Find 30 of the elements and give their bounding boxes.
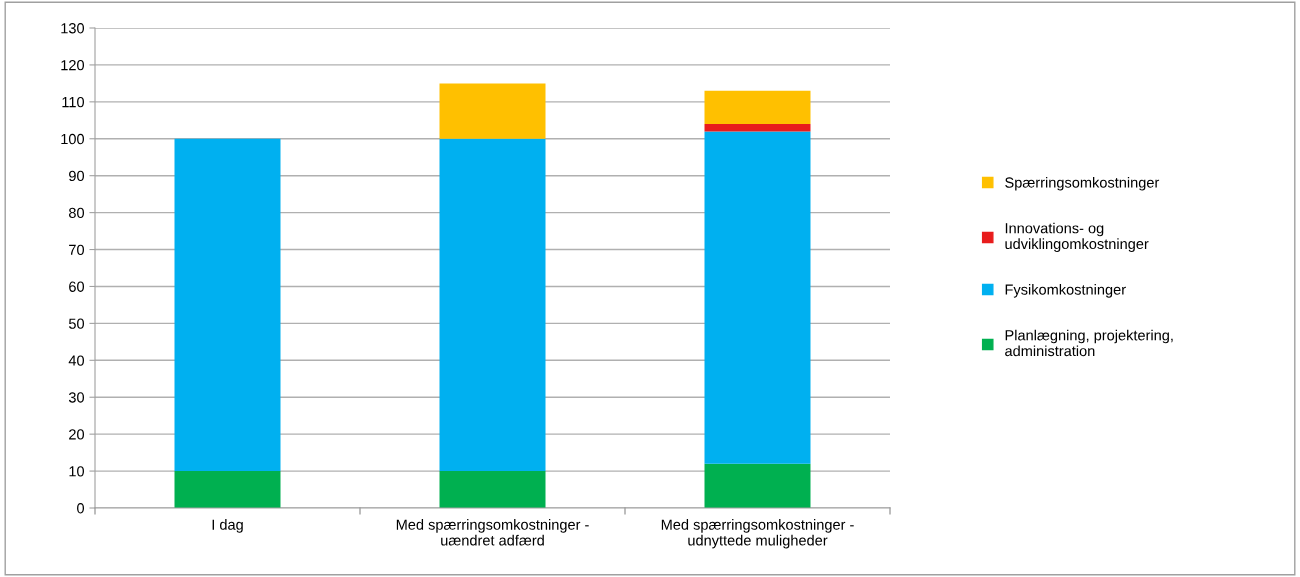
y-tick-label: 120 bbox=[61, 60, 85, 71]
y-tick-label: 100 bbox=[61, 133, 85, 145]
bar bbox=[704, 124, 811, 132]
y-tick-label: 50 bbox=[68, 318, 85, 329]
bar bbox=[704, 131, 811, 464]
y-tick-label: 130 bbox=[61, 23, 85, 34]
legend-label: Spærringsomkostninger bbox=[1005, 176, 1160, 191]
bar bbox=[439, 138, 546, 472]
y-tick-label: 40 bbox=[68, 355, 85, 366]
x-tick-label: I dag bbox=[212, 519, 243, 533]
bar bbox=[439, 83, 546, 139]
bar bbox=[174, 138, 281, 472]
legend-label: Planlægning, projektering, administration bbox=[1005, 329, 1173, 357]
y-tick-label: 90 bbox=[69, 170, 85, 182]
bar bbox=[439, 471, 546, 508]
y-tick-label: 20 bbox=[69, 429, 85, 440]
y-tick-label: 0 bbox=[77, 503, 85, 514]
y-tick-label: 80 bbox=[69, 207, 85, 219]
bar bbox=[704, 90, 811, 124]
y-tick-label: 60 bbox=[69, 281, 85, 292]
legend-label: Fysikomkostninger bbox=[1005, 284, 1126, 298]
y-tick-label: 70 bbox=[69, 244, 85, 255]
y-tick-label: 10 bbox=[69, 466, 85, 477]
x-tick-label: Med spærringsomkostninger - uændret adfærd bbox=[396, 519, 589, 546]
x-tick-label: Med spærringsomkostninger - udnyttede muligheder bbox=[661, 519, 854, 549]
legend-label: Innovations- og udviklingomkostninger bbox=[1005, 222, 1149, 252]
bar bbox=[704, 463, 811, 508]
y-tick-label: 30 bbox=[68, 392, 85, 403]
bar bbox=[174, 471, 281, 508]
y-tick-label: 110 bbox=[62, 96, 85, 108]
